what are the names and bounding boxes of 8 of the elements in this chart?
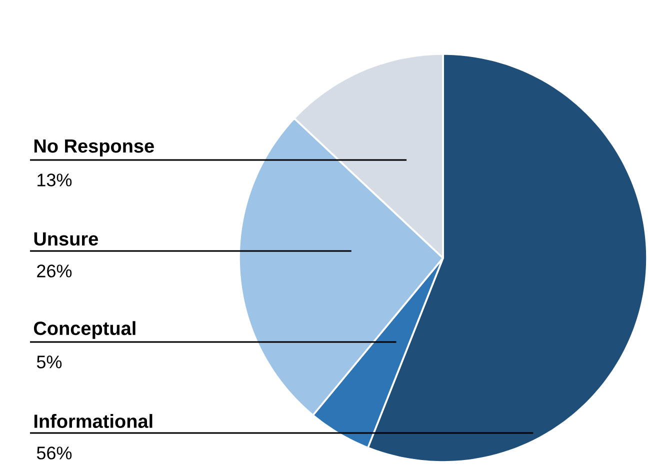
data-label: 13% bbox=[38, 174, 72, 186]
data-label: 56% bbox=[36, 446, 72, 460]
slice-label: No Response bbox=[34, 140, 154, 156]
data-label: 26% bbox=[37, 264, 72, 278]
data-label: 5% bbox=[36, 356, 62, 368]
slice-label: Conceptual bbox=[34, 321, 136, 339]
slice-label: Unsure bbox=[34, 232, 98, 246]
slice-label: Informational bbox=[34, 414, 152, 428]
